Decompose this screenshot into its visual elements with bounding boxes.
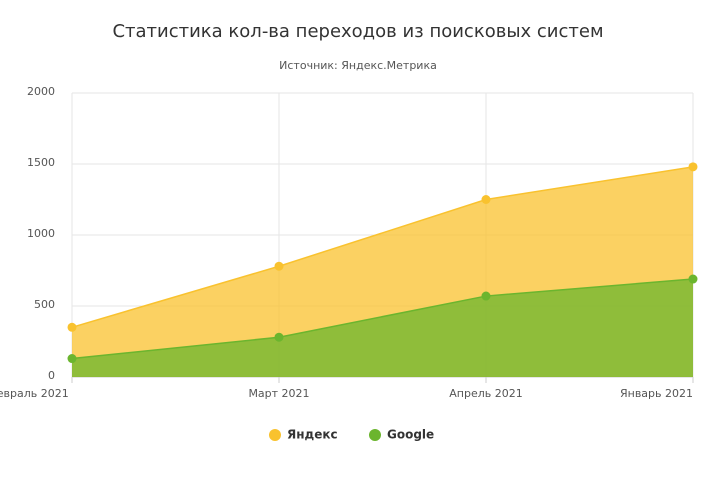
data-point: [274, 332, 284, 342]
area-fill: [72, 279, 693, 377]
legend-label[interactable]: Google: [387, 428, 434, 442]
x-tick-label: Март 2021: [248, 387, 309, 400]
data-point: [274, 261, 284, 271]
chart-subtitle: Источник: Яндекс.Метрика: [279, 59, 437, 72]
y-tick-label: 0: [48, 369, 55, 382]
x-tick-label: Январь 2021: [620, 387, 693, 400]
x-tick-label: Апрель 2021: [449, 387, 522, 400]
x-tick-label: Февраль 2021: [0, 387, 69, 400]
y-tick-label: 1000: [27, 227, 55, 240]
y-tick-label: 500: [34, 298, 55, 311]
area-line: [71, 278, 694, 360]
data-point: [688, 162, 698, 172]
legend-marker: [369, 429, 381, 441]
chart-title: Статистика кол-ва переходов из поисковых…: [112, 21, 603, 42]
data-point: [688, 274, 698, 284]
data-point: [481, 195, 491, 204]
area-line: [71, 166, 694, 329]
data-point: [481, 291, 491, 301]
data-point: [67, 354, 77, 364]
data-point: [67, 322, 77, 332]
legend-marker: [269, 429, 281, 441]
y-tick-label: 2000: [27, 85, 55, 98]
y-tick-label: 1500: [27, 156, 55, 169]
legend-label[interactable]: Яндекс: [287, 428, 338, 442]
